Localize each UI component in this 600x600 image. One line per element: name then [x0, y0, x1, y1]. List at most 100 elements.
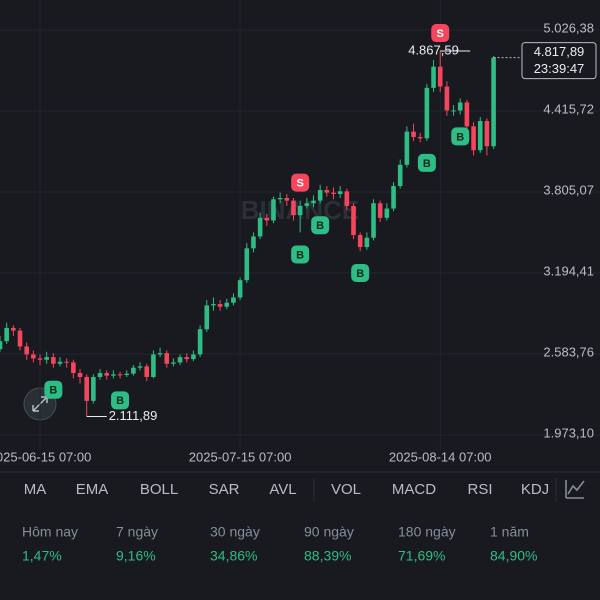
x-tick-label: 2025-06-15 07:00 — [0, 449, 91, 464]
candle-body — [251, 236, 256, 249]
candle-body — [37, 358, 43, 360]
candle-body — [91, 377, 96, 401]
candle-body — [304, 203, 310, 206]
trade-marker-label: S — [437, 28, 444, 40]
candle-body — [484, 121, 490, 147]
performance-period: Hôm nay — [22, 524, 78, 540]
candle-body — [344, 191, 350, 206]
candle-body — [324, 190, 330, 193]
x-tick-label: 2025-07-15 07:00 — [189, 449, 292, 464]
candle-body — [451, 110, 456, 112]
candle-body — [477, 121, 483, 151]
candle-body — [204, 305, 210, 330]
candle-body — [317, 190, 323, 201]
candle-body — [171, 362, 176, 364]
candle-body — [444, 86, 450, 111]
performance-period: 90 ngày — [304, 524, 354, 540]
candle-body — [117, 374, 123, 376]
candle-body — [337, 191, 343, 194]
trade-marker — [291, 173, 310, 192]
candle-body — [377, 203, 383, 218]
y-tick-label: 1.973,10 — [543, 425, 594, 440]
candle-body — [437, 66, 443, 87]
candle-body — [184, 357, 190, 360]
candle-body — [291, 200, 296, 216]
candle-body — [104, 373, 110, 376]
candle-body — [391, 186, 396, 209]
countdown: 23:39:47 — [534, 61, 585, 76]
trade-marker-label: B — [456, 131, 464, 143]
trade-marker — [311, 216, 330, 235]
candle-body — [97, 373, 103, 378]
indicator-tab[interactable]: EMA — [76, 481, 109, 498]
indicator-tab[interactable]: RSI — [467, 481, 492, 498]
trade-marker-label: B — [423, 158, 431, 170]
candle-body — [244, 248, 250, 281]
candle-body — [384, 208, 390, 218]
candle-body — [177, 357, 183, 363]
indicator-tab[interactable]: BOLL — [140, 481, 178, 498]
candle-body — [411, 131, 416, 137]
low-label: 2.111,89 — [109, 408, 158, 423]
candle-body — [137, 366, 143, 368]
performance-value: 71,69% — [398, 548, 445, 564]
candle-body — [44, 357, 49, 360]
chart-settings-icon[interactable] — [565, 480, 585, 499]
last-price-box — [521, 42, 597, 80]
candle-body — [191, 354, 196, 360]
candle-body — [131, 367, 136, 374]
candle-body — [164, 353, 170, 364]
indicator-tab[interactable]: VOL — [331, 481, 361, 498]
candle-body — [417, 136, 423, 139]
trade-marker-label: B — [116, 395, 124, 407]
plot: 1.973,10 2.583,76 3.194,41 3.805,07 4.415,72… — [0, 0, 600, 464]
candle-body — [77, 373, 83, 378]
y-tick-label: 4.415,72 — [543, 101, 594, 116]
candle-body — [371, 203, 376, 238]
candle-body — [351, 205, 356, 236]
candle-body — [424, 87, 430, 139]
candle-body — [157, 353, 163, 355]
trade-marker — [44, 380, 63, 399]
performance-value: 84,90% — [490, 548, 537, 564]
candle-body — [277, 197, 283, 200]
candle-body — [231, 297, 236, 303]
candle-body — [71, 362, 76, 374]
indicator-tab[interactable]: KDJ — [521, 481, 549, 498]
candle-body — [124, 373, 130, 376]
trade-marker — [111, 391, 130, 410]
candle-body — [431, 66, 436, 88]
candle-body — [457, 102, 463, 111]
panel: MA EMA BOLL SAR AVL VOL MACD RSI KDJ Hôm nay 1,47%… — [22, 481, 549, 564]
trade-marker — [451, 127, 470, 146]
candle-body — [151, 354, 156, 378]
performance-value: 9,16% — [116, 548, 156, 564]
candle-body — [197, 329, 203, 355]
candle-body — [4, 327, 9, 342]
performance-value: 88,39% — [304, 548, 351, 564]
performance-period: 7 ngày — [116, 524, 158, 540]
candle-body — [31, 354, 36, 359]
candle-body — [24, 346, 29, 355]
candle-body — [271, 199, 276, 221]
candle-body — [57, 361, 63, 364]
candle-body — [144, 366, 150, 378]
y-tick-label: 5.026,38 — [543, 20, 594, 35]
high-label: 4.867,59 — [408, 42, 459, 57]
trade-marker-label: B — [316, 220, 324, 232]
indicator-tab[interactable]: SAR — [209, 481, 240, 498]
candle-body — [297, 205, 303, 216]
trade-marker-label: B — [49, 385, 57, 397]
indicator-tab[interactable]: MA — [24, 481, 47, 498]
performance-period: 1 năm — [490, 524, 529, 540]
candle-body — [364, 237, 370, 248]
candle-body — [471, 126, 476, 151]
indicator-tab[interactable]: MACD — [392, 481, 436, 498]
indicator-tab[interactable]: AVL — [269, 481, 296, 498]
candle-body — [0, 341, 3, 350]
candle-body — [211, 304, 216, 306]
candle-body — [331, 192, 336, 194]
trade-marker-label: S — [296, 178, 303, 190]
candle-body — [17, 330, 23, 347]
candle-body — [491, 57, 496, 147]
